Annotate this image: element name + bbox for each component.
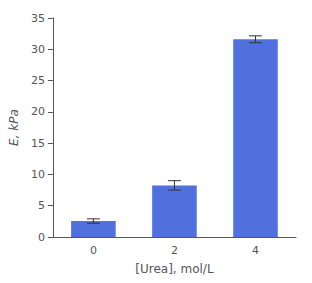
svg-text:[Urea], mol/L: [Urea], mol/L	[135, 262, 214, 276]
svg-text:E, kPa: E, kPa	[7, 109, 21, 146]
svg-text:0: 0	[90, 244, 97, 257]
svg-text:20: 20	[31, 105, 45, 118]
svg-text:10: 10	[31, 168, 45, 181]
svg-text:2: 2	[171, 244, 178, 257]
svg-text:5: 5	[38, 199, 45, 212]
svg-text:4: 4	[252, 244, 259, 257]
svg-text:30: 30	[31, 43, 45, 56]
svg-text:0: 0	[38, 231, 45, 244]
svg-text:15: 15	[31, 137, 45, 150]
svg-text:25: 25	[31, 74, 45, 87]
svg-text:35: 35	[31, 12, 45, 25]
